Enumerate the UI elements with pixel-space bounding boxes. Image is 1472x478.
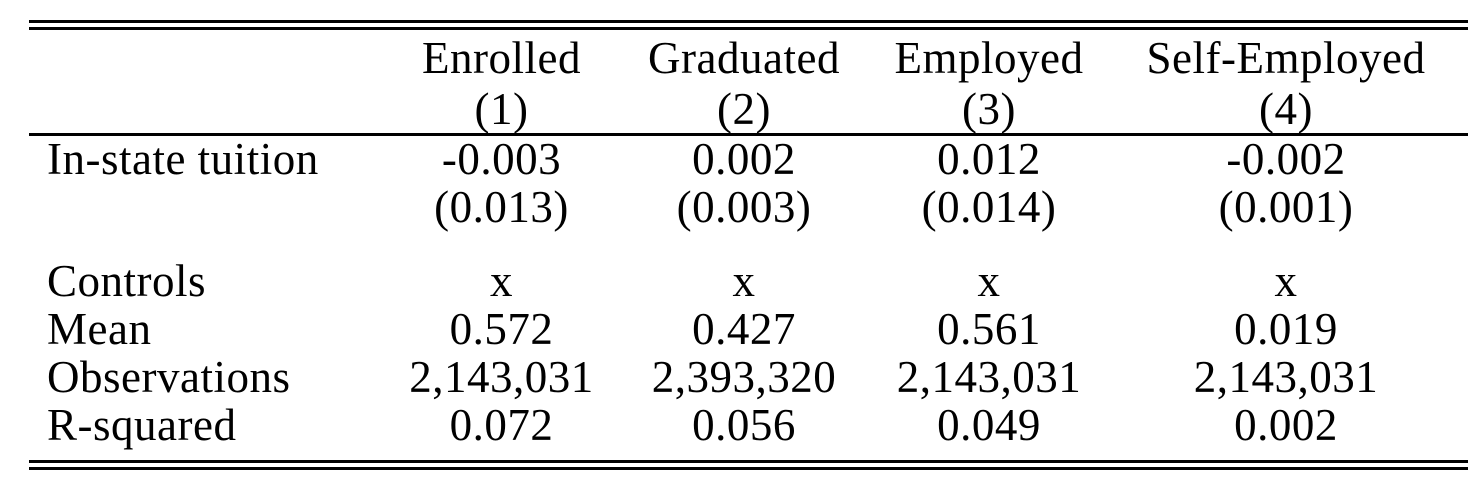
observations-cell: 2,393,320 xyxy=(651,352,837,402)
mean-cell: 0.019 xyxy=(1234,304,1338,354)
mean-cell: 0.561 xyxy=(937,304,1041,354)
r-squared-cell: 0.002 xyxy=(1234,400,1338,450)
row-label-controls: Controls xyxy=(47,256,207,306)
bottom-padding-row xyxy=(29,449,1468,465)
r-squared-cell: 0.056 xyxy=(692,400,796,450)
column-number-3: (3) xyxy=(874,86,1104,136)
stderr-row: (0.013) (0.003) (0.014) (0.001) xyxy=(29,183,1468,231)
stderr-cell: (0.014) xyxy=(921,182,1057,232)
column-number-4: (4) xyxy=(1104,86,1468,136)
coefficient-cell: -0.002 xyxy=(1226,134,1346,184)
r-squared-cell: 0.072 xyxy=(449,400,554,450)
controls-row: Controls x x x x xyxy=(29,257,1468,305)
controls-cell: x xyxy=(490,256,513,306)
column-header-employed: Employed xyxy=(894,33,1084,83)
stderr-cell: (0.013) xyxy=(434,182,569,232)
observations-row: Observations 2,143,031 2,393,320 2,143,0… xyxy=(29,353,1468,401)
observations-cell: 2,143,031 xyxy=(409,352,594,402)
controls-cell: x xyxy=(1274,256,1298,306)
spacer-cell xyxy=(29,449,1468,465)
column-number-2: (2) xyxy=(614,86,874,136)
column-header-self-employed: Self-Employed xyxy=(1146,33,1426,83)
column-header-row: Enrolled Graduated Employed Self-Employe… xyxy=(29,25,1468,86)
mean-cell: 0.427 xyxy=(692,304,796,354)
header-empty-cell xyxy=(29,86,389,136)
spacer-row xyxy=(29,231,1468,257)
observations-cell: 2,143,031 xyxy=(1193,352,1379,402)
controls-cell: x xyxy=(732,256,756,306)
r-squared-row: R-squared 0.072 0.056 0.049 0.002 xyxy=(29,401,1468,449)
observations-cell: 2,143,031 xyxy=(896,352,1082,402)
header-empty-cell xyxy=(29,25,389,86)
coefficient-cell: -0.003 xyxy=(441,134,562,184)
stderr-cell: (0.003) xyxy=(676,182,812,232)
regression-table: Enrolled Graduated Employed Self-Employe… xyxy=(29,20,1468,470)
row-label-in-state-tuition: In-state tuition xyxy=(47,134,319,184)
row-label-mean: Mean xyxy=(47,304,152,354)
row-label-observations: Observations xyxy=(47,352,291,402)
r-squared-cell: 0.049 xyxy=(937,400,1041,450)
row-label-r-squared: R-squared xyxy=(47,400,237,450)
spacer-cell xyxy=(29,231,1468,257)
column-number-row: (1) (2) (3) (4) xyxy=(29,86,1468,136)
coefficient-cell: 0.002 xyxy=(692,134,796,184)
column-header-graduated: Graduated xyxy=(648,33,840,83)
stderr-row-empty-label xyxy=(29,183,389,231)
mean-cell: 0.572 xyxy=(449,304,554,354)
controls-cell: x xyxy=(977,256,1001,306)
coefficient-cell: 0.012 xyxy=(937,134,1041,184)
coefficient-row: In-state tuition -0.003 0.002 0.012 -0.0… xyxy=(29,135,1468,184)
mean-row: Mean 0.572 0.427 0.561 0.019 xyxy=(29,305,1468,353)
column-number-1: (1) xyxy=(389,86,614,136)
column-header-enrolled: Enrolled xyxy=(422,33,581,83)
stderr-cell: (0.001) xyxy=(1218,182,1354,232)
